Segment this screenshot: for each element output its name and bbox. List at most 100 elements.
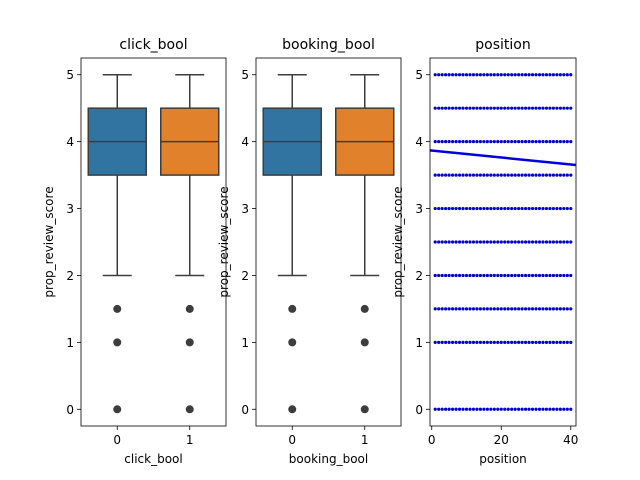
scatter-point — [471, 173, 476, 177]
scatter-point — [450, 340, 455, 344]
scatter-point — [534, 173, 538, 177]
scatter-point — [551, 340, 556, 344]
scatter-point — [551, 73, 556, 77]
scatter-point — [461, 273, 465, 278]
scatter-point — [506, 307, 510, 311]
scatter-point — [530, 273, 535, 278]
scatter-point — [440, 206, 444, 211]
scatter-point — [537, 173, 542, 177]
scatter-point — [457, 340, 462, 344]
scatter-point — [510, 106, 514, 110]
scatter-point — [534, 307, 538, 311]
scatter-point — [523, 240, 528, 244]
scatter-point — [464, 206, 469, 211]
scatter-point — [537, 407, 542, 411]
scatter-point — [478, 173, 483, 177]
y-axis-label: prop_review_score — [42, 186, 56, 297]
scatter-point — [534, 407, 538, 411]
scatter-point — [544, 173, 549, 177]
scatter-point — [513, 340, 517, 344]
scatter-point — [558, 240, 562, 244]
scatter-point — [478, 106, 483, 110]
scatter-point — [454, 240, 458, 244]
scatter-point — [471, 206, 476, 211]
scatter-point — [454, 340, 458, 344]
scatter-point — [496, 240, 500, 244]
scatter-point — [541, 240, 545, 244]
scatter-point — [569, 173, 573, 177]
scatter-point — [544, 240, 549, 244]
scatter-point — [482, 340, 486, 344]
scatter-point — [450, 240, 455, 244]
scatter-point — [530, 106, 535, 110]
scatter-point — [527, 173, 531, 177]
scatter-point — [489, 73, 493, 77]
scatter-point — [527, 106, 531, 110]
scatter-point — [569, 240, 573, 244]
scatter-point — [496, 73, 500, 77]
outlier-point — [360, 304, 369, 313]
scatter-point — [499, 240, 503, 244]
scatter-point — [468, 407, 472, 411]
outlier-point — [288, 338, 297, 347]
scatter-point — [523, 173, 528, 177]
scatter-point — [447, 240, 451, 244]
scatter-point — [499, 307, 503, 311]
scatter-point — [551, 173, 556, 177]
outlier-point — [288, 304, 297, 313]
scatter-point — [433, 140, 437, 144]
scatter-point — [513, 206, 517, 211]
scatter-point — [468, 106, 472, 110]
scatter-point — [437, 340, 441, 344]
scatter-point — [457, 407, 462, 411]
scatter-point — [544, 140, 549, 144]
scatter-point — [506, 240, 510, 244]
scatter-point — [548, 73, 552, 77]
outlier-point — [360, 338, 369, 347]
scatter-point — [541, 340, 545, 344]
scatter-point — [489, 407, 493, 411]
scatter-point — [450, 307, 455, 311]
scatter-point — [499, 73, 503, 77]
scatter-point — [527, 307, 531, 311]
scatter-point — [447, 273, 451, 278]
scatter-point — [433, 340, 437, 344]
scatter-point — [496, 140, 500, 144]
scatter-point — [461, 106, 465, 110]
scatter-point — [450, 73, 455, 77]
scatter-point — [440, 273, 444, 278]
scatter-point — [489, 140, 493, 144]
scatter-point — [450, 407, 455, 411]
scatter-point — [544, 106, 549, 110]
scatter-point — [503, 106, 507, 110]
scatter-point — [513, 307, 517, 311]
scatter-point — [471, 407, 476, 411]
scatter-point — [534, 340, 538, 344]
x-tick-label: 20 — [494, 433, 509, 447]
axes-frame-0 — [80, 57, 227, 427]
scatter-point — [569, 307, 573, 311]
scatter-point — [496, 206, 500, 211]
scatter-point — [499, 273, 503, 278]
scatter-point — [555, 206, 559, 211]
scatter-point — [558, 73, 562, 77]
scatter-point — [475, 307, 479, 311]
scatter-point — [530, 240, 535, 244]
scatter-point — [471, 73, 476, 77]
scatter-point — [523, 206, 528, 211]
scatter-point — [510, 173, 514, 177]
scatter-point — [562, 73, 566, 77]
x-tick-label: 40 — [563, 433, 578, 447]
scatter-point — [440, 307, 444, 311]
scatter-point — [496, 407, 500, 411]
scatter-point — [496, 173, 500, 177]
y-tick-label: 1 — [241, 336, 249, 350]
scatter-point — [444, 206, 448, 211]
scatter-point — [444, 106, 448, 110]
scatter-point — [503, 340, 507, 344]
scatter-point — [437, 206, 441, 211]
scatter-point — [506, 140, 510, 144]
scatter-point — [544, 206, 549, 211]
scatter-point — [475, 206, 479, 211]
scatter-point — [548, 407, 552, 411]
